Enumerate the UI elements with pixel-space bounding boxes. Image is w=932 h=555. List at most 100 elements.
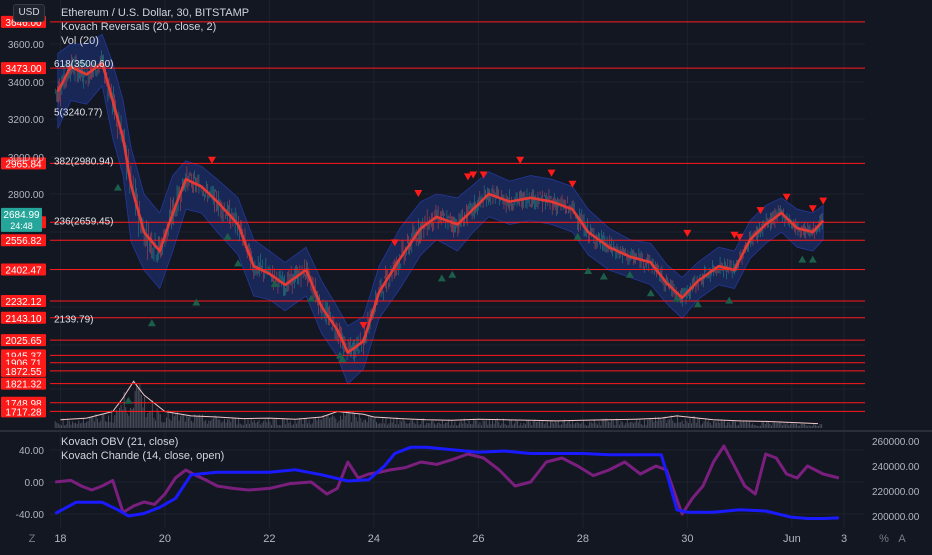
reversal-down-marker (547, 169, 556, 177)
reversal-up-marker (584, 267, 593, 274)
oscillator-pane (54, 444, 840, 520)
level-label: 3646.00 (5, 18, 42, 29)
level-tag (1, 62, 46, 75)
y-tick-label: 2800.00 (8, 190, 45, 201)
level-tag (1, 311, 46, 324)
reversal-down-marker (479, 171, 488, 179)
level-label: 1821.32 (5, 380, 42, 391)
x-tick-label: 24 (368, 533, 380, 545)
reversal-down-marker (516, 156, 525, 164)
reversal-down-marker (756, 207, 765, 215)
current-price-label: 2684.99 (3, 210, 40, 221)
reversal-down-marker (414, 190, 423, 197)
x-tick-label: 30 (681, 533, 693, 545)
fib-annotation: 5(3240.77) (54, 107, 102, 118)
level-label: 3473.00 (5, 64, 42, 75)
reversal-up-marker (672, 294, 681, 302)
level-tag (1, 157, 46, 170)
level-label: 2025.65 (5, 336, 42, 347)
reversal-down-marker (207, 156, 216, 164)
level-label: 1748.98 (5, 399, 42, 410)
reversal-down-marker (730, 231, 739, 239)
reversal-up-marker (223, 232, 232, 240)
reversal-down-marker (568, 180, 577, 188)
fib-annotations: 618(3500.60) 5(3240.77) 382(2980.94) 236(26… (54, 59, 114, 326)
reversal-down-marker (390, 239, 399, 247)
level-tag (1, 405, 46, 418)
reversal-up-marker (693, 300, 702, 308)
chande-line (55, 444, 840, 516)
reversal-down-marker (819, 197, 828, 205)
osc-left-tick-label: 0.00 (25, 478, 45, 489)
log-scale-icon[interactable]: A (898, 533, 906, 545)
level-tag (1, 295, 46, 308)
volatility-band (57, 33, 824, 385)
x-tick-label: 28 (577, 533, 589, 545)
level-label: 2556.82 (5, 236, 42, 247)
reversal-markers (113, 156, 828, 404)
level-tag (1, 377, 46, 390)
reversal-up-marker (725, 296, 734, 304)
axes: 2684.9924:483400.003200.003000.002800.00… (1, 40, 920, 545)
bar-countdown-label: 24:48 (10, 221, 33, 231)
fib-annotation: 618(3500.60) (54, 59, 114, 70)
fib-annotation: 382(2980.94) (54, 157, 114, 168)
reversal-down-marker (735, 233, 744, 241)
osc-right-tick-label: 200000.00 (872, 512, 920, 523)
level-label: 2402.47 (5, 266, 42, 277)
reversal-up-marker (234, 259, 243, 267)
level-label: 2143.10 (5, 314, 42, 325)
percent-scale-icon[interactable]: % (879, 533, 889, 545)
y-tick-label: 3600.00 (8, 40, 45, 51)
level-tag (1, 364, 46, 377)
level-tag (1, 263, 46, 276)
y-tick-label: 3400.00 (8, 78, 45, 89)
level-label: 1717.28 (5, 407, 42, 418)
level-label: 2232.12 (5, 297, 42, 308)
x-tick-label: 26 (472, 533, 484, 545)
reversal-up-marker (808, 255, 817, 263)
reversal-up-marker (270, 279, 279, 287)
level-label: 2965.84 (5, 159, 42, 170)
y-tick-label: 3000.00 (8, 153, 45, 164)
reversal-up-marker (307, 294, 316, 302)
x-tick-label: Jun (783, 533, 801, 545)
level-label: 1906.71 (5, 359, 42, 370)
reversal-down-marker (469, 171, 478, 179)
x-tick-label: 20 (159, 533, 171, 545)
reversal-up-marker (192, 298, 201, 306)
reversal-up-marker (798, 255, 807, 263)
reversal-up-marker (599, 272, 608, 280)
volume-ma-line (60, 380, 819, 425)
level-tag (1, 234, 46, 247)
reversal-up-marker (338, 355, 347, 363)
x-tick-label: 3 (841, 533, 847, 545)
osc-right-tick-label: 240000.00 (872, 462, 920, 473)
osc-right-tick-label: 220000.00 (872, 487, 920, 498)
osc-left-tick-label: 40.00 (19, 446, 44, 457)
reversal-up-marker (448, 270, 457, 278)
timezone-icon[interactable]: Z (28, 533, 36, 545)
reversal-down-marker (782, 193, 791, 201)
fib-annotation: 236(2659.45) (54, 217, 114, 228)
reversal-down-marker (463, 173, 472, 181)
currency-button[interactable]: USD (13, 4, 45, 22)
price-band (57, 33, 824, 385)
obv-line (54, 445, 839, 520)
fib-annotation: 2139.79) (54, 314, 93, 325)
reversal-up-marker (625, 270, 634, 278)
level-label: 1872.55 (5, 367, 42, 378)
level-tag (1, 334, 46, 347)
y-tick-label: 3200.00 (8, 115, 45, 126)
reversal-up-marker (437, 274, 446, 282)
reversal-up-marker (124, 396, 133, 404)
reversal-up-marker (573, 232, 582, 240)
current-price-tag (1, 207, 42, 232)
kovach-reversal-line (56, 61, 825, 354)
horizontal-levels: 3646.003473.002965.842651.002556.822402.… (1, 15, 865, 418)
reversal-up-marker (147, 319, 156, 327)
reversal-up-marker (646, 289, 655, 297)
osc-left-tick-label: -40.00 (16, 510, 45, 521)
